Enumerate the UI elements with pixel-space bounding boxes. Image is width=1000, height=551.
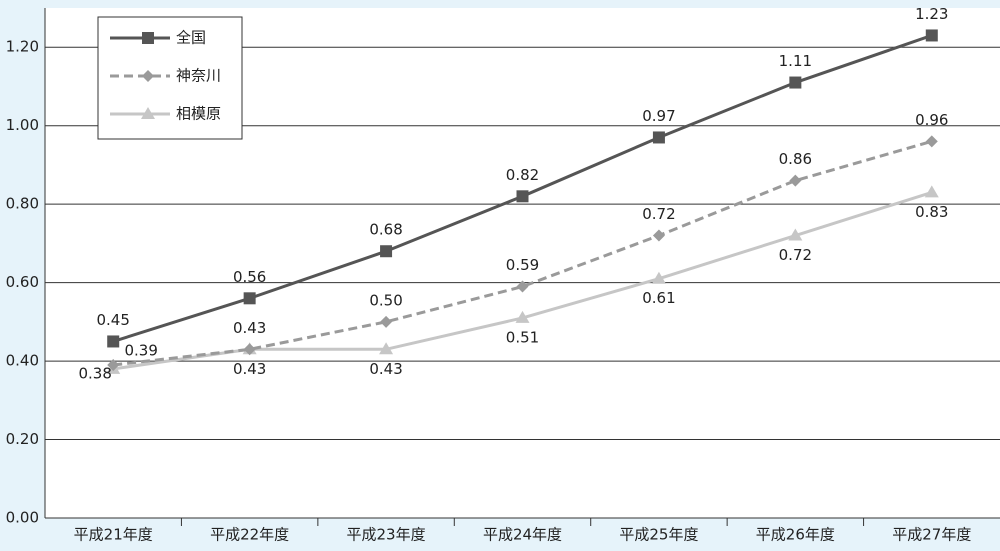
data-label: 0.86 xyxy=(779,150,812,168)
point xyxy=(788,228,803,241)
y-tick-label: 1.20 xyxy=(6,38,39,56)
data-label: 0.72 xyxy=(779,246,812,264)
point xyxy=(107,335,120,348)
point xyxy=(516,280,529,293)
data-label: 0.50 xyxy=(369,291,402,309)
data-label: 0.43 xyxy=(233,360,266,378)
data-label: 1.23 xyxy=(915,5,948,23)
legend-label: 神奈川 xyxy=(176,67,221,85)
y-tick-label: 1.00 xyxy=(6,116,39,134)
data-label: 0.39 xyxy=(125,342,158,360)
point xyxy=(789,174,802,187)
data-label: 0.83 xyxy=(915,203,948,221)
point xyxy=(651,271,666,284)
x-tick-label: 平成27年度 xyxy=(892,526,971,544)
point xyxy=(107,359,120,371)
x-tick-label: 平成23年度 xyxy=(347,526,426,544)
x-tick-label: 平成24年度 xyxy=(483,526,562,544)
y-tick-label: 0.60 xyxy=(6,273,39,291)
point xyxy=(925,135,938,148)
point xyxy=(243,343,256,356)
point xyxy=(380,315,393,328)
point xyxy=(243,292,256,305)
y-tick-label: 0.00 xyxy=(6,509,39,527)
data-label: 0.96 xyxy=(915,111,948,129)
point xyxy=(379,342,394,355)
data-label: 0.43 xyxy=(233,319,266,337)
y-tick-label: 0.40 xyxy=(6,352,39,370)
data-label: 0.38 xyxy=(79,364,112,382)
legend-label: 全国 xyxy=(176,29,206,47)
data-label: 1.11 xyxy=(779,52,812,70)
legend-marker xyxy=(142,32,154,44)
data-label: 0.51 xyxy=(506,328,539,346)
data-label: 0.59 xyxy=(506,256,539,274)
point xyxy=(515,310,530,323)
point xyxy=(652,131,665,144)
y-tick-label: 0.20 xyxy=(6,430,39,448)
data-label: 0.43 xyxy=(369,360,402,378)
legend-marker xyxy=(141,107,155,119)
legend-label: 相模原 xyxy=(176,105,221,123)
x-tick-label: 平成21年度 xyxy=(74,526,153,544)
x-tick-label: 平成25年度 xyxy=(619,526,698,544)
data-label: 0.68 xyxy=(369,221,402,239)
point xyxy=(925,29,938,42)
point xyxy=(924,185,939,198)
data-label: 0.56 xyxy=(233,268,266,286)
data-label: 0.97 xyxy=(642,107,675,125)
data-label: 0.82 xyxy=(506,166,539,184)
point xyxy=(789,76,802,89)
data-label: 0.45 xyxy=(97,311,130,329)
data-label: 0.61 xyxy=(642,289,675,307)
legend-marker xyxy=(142,70,154,82)
data-label: 0.72 xyxy=(642,205,675,223)
point xyxy=(516,190,529,203)
y-tick-label: 0.80 xyxy=(6,195,39,213)
point xyxy=(380,245,393,258)
x-tick-label: 平成22年度 xyxy=(210,526,289,544)
point xyxy=(652,229,665,242)
x-tick-label: 平成26年度 xyxy=(756,526,835,544)
